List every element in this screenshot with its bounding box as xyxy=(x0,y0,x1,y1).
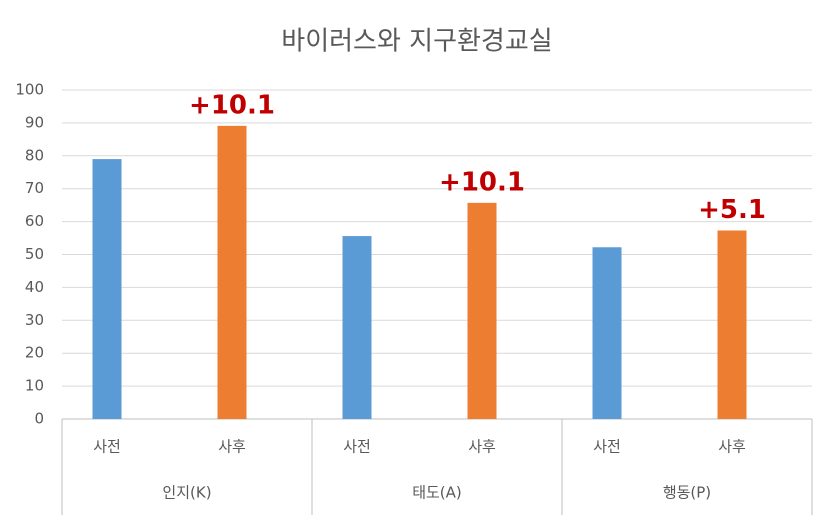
annotation: +5.1 xyxy=(698,195,766,225)
x-tick-label: 사후 xyxy=(218,438,246,456)
y-tick-label: 10 xyxy=(25,377,44,395)
y-tick-label: 0 xyxy=(34,410,44,428)
y-tick-label: 20 xyxy=(25,344,44,362)
x-tick-label: 사전 xyxy=(343,438,371,456)
y-tick-label: 90 xyxy=(25,113,44,131)
annotation: +10.1 xyxy=(189,90,275,120)
y-tick-label: 80 xyxy=(25,146,44,164)
annotation: +10.1 xyxy=(439,167,525,197)
bar xyxy=(467,202,497,419)
bar xyxy=(92,159,122,419)
chart-title: 바이러스와 지구환경교실 xyxy=(281,27,552,57)
x-tick-label: 사후 xyxy=(718,438,746,456)
y-tick-label: 60 xyxy=(25,212,44,230)
x-tick-label: 사후 xyxy=(468,438,496,456)
group-label: 행동(P) xyxy=(663,484,711,502)
x-tick-label: 사전 xyxy=(593,438,621,456)
x-tick-label: 사전 xyxy=(93,438,121,456)
bar xyxy=(717,230,747,419)
group-label: 인지(K) xyxy=(162,484,211,502)
bar xyxy=(342,236,372,419)
y-tick-label: 40 xyxy=(25,278,44,296)
y-tick-label: 30 xyxy=(25,311,44,329)
bar xyxy=(217,125,247,420)
bar xyxy=(592,247,622,419)
y-tick-label: 50 xyxy=(25,245,44,263)
y-tick-label: 100 xyxy=(15,81,44,99)
y-tick-label: 70 xyxy=(25,179,44,197)
group-label: 태도(A) xyxy=(412,484,462,502)
